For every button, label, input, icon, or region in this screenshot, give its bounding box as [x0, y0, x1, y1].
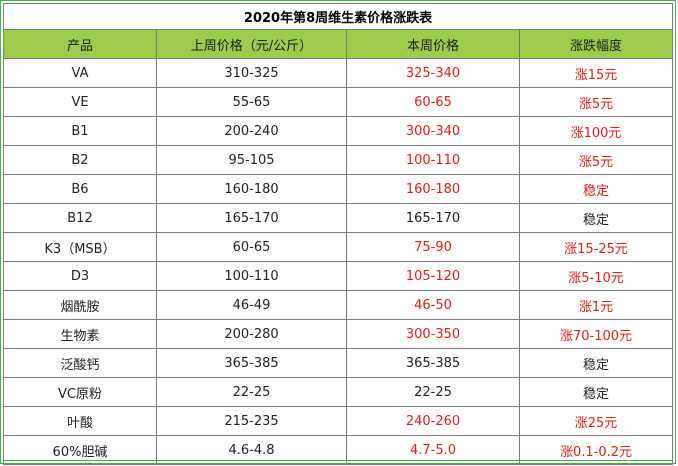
change-cell: 涨0.1-0.2元 — [518, 435, 674, 465]
last-week-price-cell: 100-110 — [156, 261, 347, 291]
product-cell: 叶酸 — [3, 406, 157, 436]
header-this-week-price: 本周价格 — [346, 29, 520, 59]
this-week-price-cell: 325-340 — [346, 58, 520, 88]
product-cell: VA — [3, 58, 157, 88]
last-week-price-cell: 310-325 — [156, 58, 347, 88]
table-body: VA 310-325 325-340 涨15元 VE 55-65 60-65 涨5元 B1 200… — [3, 58, 674, 465]
product-cell: 泛酸钙 — [3, 348, 157, 378]
product-cell: VE — [3, 87, 157, 117]
change-cell: 涨15元 — [518, 58, 674, 88]
change-cell: 涨100元 — [518, 116, 674, 146]
header-last-week-price: 上周价格（元/公斤） — [156, 29, 347, 59]
product-cell: B1 — [3, 116, 157, 146]
this-week-price-cell: 60-65 — [346, 87, 520, 117]
last-week-price-cell: 46-49 — [156, 290, 347, 320]
table-row: VA 310-325 325-340 涨15元 — [3, 58, 674, 88]
price-table: 2020年第8周维生素价格涨跌表 产品 上周价格（元/公斤） 本周价格 涨跌幅度… — [2, 3, 674, 465]
product-cell: B12 — [3, 203, 157, 233]
change-cell: 涨5-10元 — [518, 261, 674, 291]
product-cell: 60%胆碱 — [3, 435, 157, 465]
table-row: B12 165-170 165-170 稳定 — [3, 203, 674, 233]
product-cell: K3（MSB） — [3, 232, 157, 262]
last-week-price-cell: 160-180 — [156, 174, 347, 204]
last-week-price-cell: 22-25 — [156, 377, 347, 407]
change-cell: 涨15-25元 — [518, 232, 674, 262]
change-cell: 涨5元 — [518, 145, 674, 175]
table-title: 2020年第8周维生素价格涨跌表 — [2, 3, 674, 30]
this-week-price-cell: 75-90 — [346, 232, 520, 262]
last-week-price-cell: 200-280 — [156, 319, 347, 349]
header-product: 产品 — [3, 29, 157, 59]
change-cell: 稳定 — [518, 174, 674, 204]
table-row: VC原粉 22-25 22-25 稳定 — [3, 377, 674, 407]
table-row: 叶酸 215-235 240-260 涨25元 — [3, 406, 674, 436]
header-row: 产品 上周价格（元/公斤） 本周价格 涨跌幅度 — [3, 29, 674, 59]
table-row: 泛酸钙 365-385 365-385 稳定 — [3, 348, 674, 378]
header-change: 涨跌幅度 — [518, 29, 674, 59]
table-row: K3（MSB） 60-65 75-90 涨15-25元 — [3, 232, 674, 262]
this-week-price-cell: 300-350 — [346, 319, 520, 349]
last-week-price-cell: 165-170 — [156, 203, 347, 233]
this-week-price-cell: 46-50 — [346, 290, 520, 320]
change-cell: 涨1元 — [518, 290, 674, 320]
table-row: VE 55-65 60-65 涨5元 — [3, 87, 674, 117]
change-cell: 涨5元 — [518, 87, 674, 117]
this-week-price-cell: 160-180 — [346, 174, 520, 204]
table-row: 烟酰胺 46-49 46-50 涨1元 — [3, 290, 674, 320]
this-week-price-cell: 300-340 — [346, 116, 520, 146]
last-week-price-cell: 55-65 — [156, 87, 347, 117]
change-cell: 稳定 — [518, 348, 674, 378]
last-week-price-cell: 200-240 — [156, 116, 347, 146]
table-row: 生物素 200-280 300-350 涨70-100元 — [3, 319, 674, 349]
this-week-price-cell: 100-110 — [346, 145, 520, 175]
this-week-price-cell: 365-385 — [346, 348, 520, 378]
table-row: D3 100-110 105-120 涨5-10元 — [3, 261, 674, 291]
table-row: 60%胆碱 4.6-4.8 4.7-5.0 涨0.1-0.2元 — [3, 435, 674, 465]
product-cell: B2 — [3, 145, 157, 175]
this-week-price-cell: 4.7-5.0 — [346, 435, 520, 465]
table-row: B2 95-105 100-110 涨5元 — [3, 145, 674, 175]
change-cell: 涨70-100元 — [518, 319, 674, 349]
last-week-price-cell: 4.6-4.8 — [156, 435, 347, 465]
product-cell: 生物素 — [3, 319, 157, 349]
product-cell: 烟酰胺 — [3, 290, 157, 320]
change-cell: 稳定 — [518, 203, 674, 233]
table-row: B6 160-180 160-180 稳定 — [3, 174, 674, 204]
last-week-price-cell: 365-385 — [156, 348, 347, 378]
this-week-price-cell: 165-170 — [346, 203, 520, 233]
last-week-price-cell: 60-65 — [156, 232, 347, 262]
change-cell: 涨25元 — [518, 406, 674, 436]
product-cell: D3 — [3, 261, 157, 291]
product-cell: B6 — [3, 174, 157, 204]
change-cell: 稳定 — [518, 377, 674, 407]
product-cell: VC原粉 — [3, 377, 157, 407]
this-week-price-cell: 240-260 — [346, 406, 520, 436]
this-week-price-cell: 105-120 — [346, 261, 520, 291]
this-week-price-cell: 22-25 — [346, 377, 520, 407]
last-week-price-cell: 95-105 — [156, 145, 347, 175]
table-row: B1 200-240 300-340 涨100元 — [3, 116, 674, 146]
last-week-price-cell: 215-235 — [156, 406, 347, 436]
